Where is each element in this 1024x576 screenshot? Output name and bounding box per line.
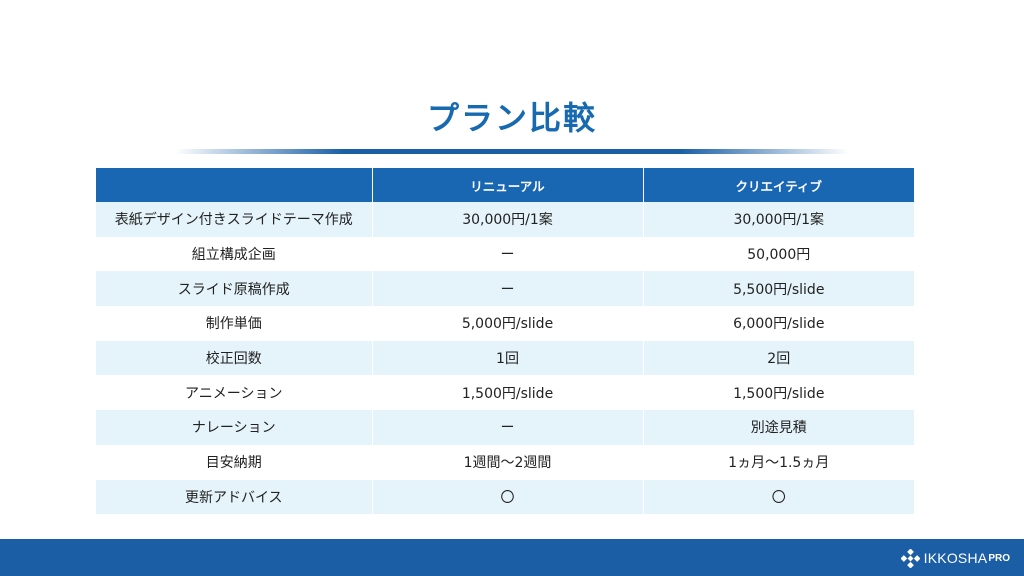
- creative-value: 1ヵ月〜1.5ヵ月: [642, 444, 914, 480]
- table-row: スライド原稿作成 ー 5,500円/slide: [96, 271, 914, 307]
- row-label: アニメーション: [96, 375, 372, 411]
- row-label: 制作単価: [96, 306, 372, 341]
- table-row: 目安納期 1週間〜2週間 1ヵ月〜1.5ヵ月: [96, 444, 914, 480]
- row-label: 目安納期: [96, 444, 372, 480]
- header-empty: [96, 168, 372, 202]
- table-header-row: リニューアル クリエイティブ: [96, 168, 914, 202]
- row-label: スライド原稿作成: [96, 271, 372, 307]
- brand-logo: IKKOSHA PRO: [900, 548, 1010, 568]
- page-title: プラン比較: [426, 99, 597, 137]
- header-creative: クリエイティブ: [642, 168, 914, 202]
- table-row: 表紙デザイン付きスライドテーマ作成 30,000円/1案 30,000円/1案: [96, 202, 914, 237]
- creative-value: 別途見積: [642, 410, 914, 445]
- creative-value: 50,000円: [642, 236, 914, 272]
- renewal-value: ー: [371, 236, 643, 272]
- row-label: 組立構成企画: [96, 236, 372, 272]
- row-label: 表紙デザイン付きスライドテーマ作成: [96, 202, 372, 237]
- plan-comparison-table: リニューアル クリエイティブ 表紙デザイン付きスライドテーマ作成 30,000円…: [96, 168, 914, 515]
- renewal-value: 〇: [371, 479, 643, 515]
- renewal-value: 1週間〜2週間: [371, 444, 643, 480]
- renewal-value: ー: [371, 410, 643, 445]
- table-row: 組立構成企画 ー 50,000円: [96, 236, 914, 272]
- renewal-value: 1回: [371, 340, 643, 376]
- table-row: 更新アドバイス 〇 〇: [96, 479, 914, 515]
- brand-name: IKKOSHA: [923, 550, 988, 566]
- title-underline: [175, 149, 849, 154]
- creative-value: 1,500円/slide: [642, 375, 914, 411]
- creative-value: 6,000円/slide: [642, 306, 914, 341]
- renewal-value: 30,000円/1案: [371, 202, 643, 237]
- creative-value: 2回: [642, 340, 914, 376]
- header-renewal: リニューアル: [371, 168, 643, 202]
- row-label: 更新アドバイス: [96, 479, 372, 515]
- brand-suffix: PRO: [988, 552, 1010, 564]
- diamond-logo-icon: [900, 548, 920, 568]
- creative-value: 30,000円/1案: [642, 202, 914, 237]
- renewal-value: ー: [371, 271, 643, 307]
- creative-value: 5,500円/slide: [642, 271, 914, 307]
- row-label: ナレーション: [96, 410, 372, 445]
- table-row: ナレーション ー 別途見積: [96, 410, 914, 445]
- table-row: 校正回数 1回 2回: [96, 340, 914, 376]
- row-label: 校正回数: [96, 340, 372, 376]
- renewal-value: 5,000円/slide: [371, 306, 643, 341]
- renewal-value: 1,500円/slide: [371, 375, 643, 411]
- creative-value: 〇: [642, 479, 914, 515]
- footer-bar: IKKOSHA PRO: [0, 539, 1024, 576]
- table-row: アニメーション 1,500円/slide 1,500円/slide: [96, 375, 914, 411]
- table-row: 制作単価 5,000円/slide 6,000円/slide: [96, 306, 914, 341]
